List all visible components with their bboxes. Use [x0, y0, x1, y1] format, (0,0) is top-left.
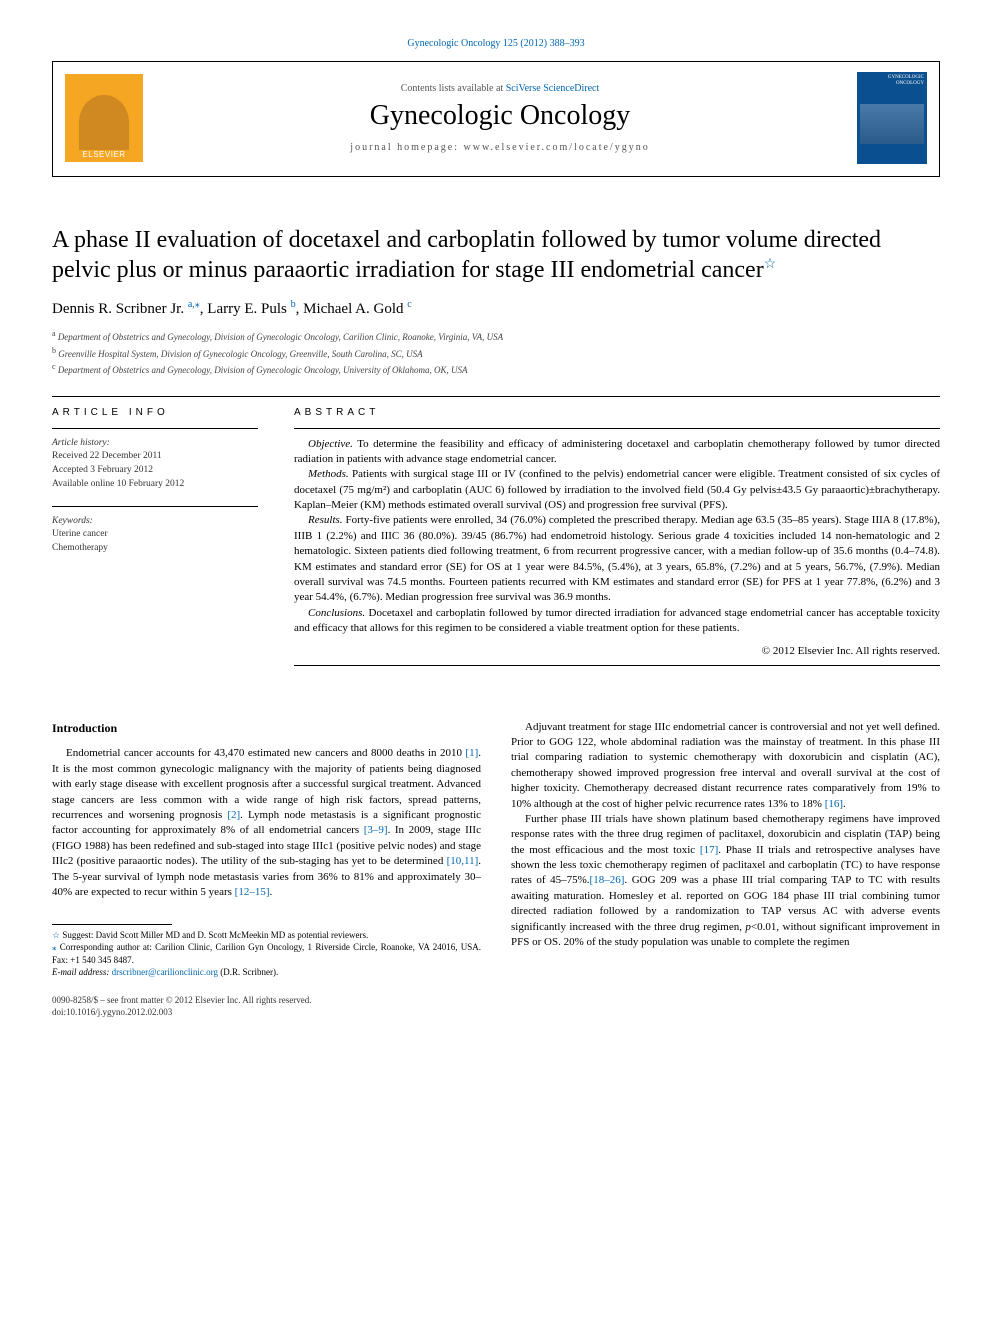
- ref-link-2[interactable]: [2]: [227, 809, 240, 821]
- abstract-bottom-divider: [294, 665, 940, 666]
- page-container: Gynecologic Oncology 125 (2012) 388–393 …: [0, 0, 992, 1048]
- right-para-1: Adjuvant treatment for stage IIIc endome…: [511, 720, 940, 812]
- journal-title: Gynecologic Oncology: [155, 100, 845, 132]
- journal-cover-thumbnail: GYNECOLOGIC ONCOLOGY: [857, 72, 927, 164]
- affiliation-b: b Greenville Hospital System, Division o…: [52, 345, 940, 362]
- info-divider: [52, 428, 258, 429]
- authors-line: Dennis R. Scribner Jr. a,⁎, Larry E. Pul…: [52, 299, 940, 318]
- footnote-corr: ⁎ Corresponding author at: Carilion Clin…: [52, 941, 481, 965]
- abstract-column: ABSTRACT Objective. To determine the fea…: [294, 407, 940, 674]
- keywords-label: Keywords:: [52, 515, 258, 529]
- keyword-2: Chemotherapy: [52, 542, 258, 556]
- abstract-methods: Methods. Patients with surgical stage II…: [294, 467, 940, 513]
- history-online: Available online 10 February 2012: [52, 478, 258, 492]
- homepage-prefix: journal homepage:: [350, 142, 463, 153]
- contents-prefix: Contents lists available at: [401, 83, 506, 94]
- journal-header-box: ELSEVIER Contents lists available at Sci…: [52, 61, 940, 177]
- left-column: Introduction Endometrial cancer accounts…: [52, 720, 481, 1019]
- history-label: Article history:: [52, 437, 258, 451]
- article-title: A phase II evaluation of docetaxel and c…: [52, 225, 940, 285]
- body-columns: Introduction Endometrial cancer accounts…: [52, 720, 940, 1019]
- abstract-heading: ABSTRACT: [294, 407, 940, 418]
- history-received: Received 22 December 2011: [52, 450, 258, 464]
- author-3-sup[interactable]: c: [407, 299, 411, 310]
- cover-image-icon: [860, 104, 924, 144]
- homepage-url: www.elsevier.com/locate/ygyno: [464, 142, 650, 153]
- abstract-body: Objective. To determine the feasibility …: [294, 437, 940, 637]
- keyword-1: Uterine cancer: [52, 528, 258, 542]
- info-divider: [52, 506, 258, 507]
- doi-line: doi:10.1016/j.ygyno.2012.02.003: [52, 1006, 481, 1018]
- ref-link-3-9[interactable]: [3–9]: [364, 824, 388, 836]
- footnotes-divider: [52, 924, 172, 925]
- contents-line: Contents lists available at SciVerse Sci…: [155, 83, 845, 94]
- intro-para-1: Endometrial cancer accounts for 43,470 e…: [52, 746, 481, 900]
- elsevier-tree-icon: [79, 95, 129, 150]
- title-footnote-star[interactable]: ☆: [764, 257, 777, 272]
- author-3: Michael A. Gold: [303, 301, 403, 317]
- front-matter-line: 0090-8258/$ – see front matter © 2012 El…: [52, 994, 481, 1006]
- abstract-objective: Objective. To determine the feasibility …: [294, 437, 940, 468]
- cover-top-text: GYNECOLOGIC ONCOLOGY: [860, 75, 924, 86]
- article-history-block: Article history: Received 22 December 20…: [52, 437, 258, 492]
- author-2: Larry E. Puls: [207, 301, 287, 317]
- keywords-block: Keywords: Uterine cancer Chemotherapy: [52, 515, 258, 556]
- author-2-sup[interactable]: b: [291, 299, 296, 310]
- doi-block: 0090-8258/$ – see front matter © 2012 El…: [52, 994, 481, 1018]
- ref-link-18-26[interactable]: [18–26]: [590, 874, 625, 886]
- ref-link-1[interactable]: [1]: [465, 747, 478, 759]
- elsevier-logo: ELSEVIER: [65, 74, 143, 162]
- abstract-results: Results. Forty-five patients were enroll…: [294, 513, 940, 605]
- author-1-sup[interactable]: a,⁎: [188, 299, 200, 310]
- abstract-conclusions: Conclusions. Docetaxel and carboplatin f…: [294, 606, 940, 637]
- journal-ref-link[interactable]: Gynecologic Oncology 125 (2012) 388–393: [407, 38, 584, 49]
- affiliation-c: c Department of Obstetrics and Gynecolog…: [52, 361, 940, 378]
- affiliations: a Department of Obstetrics and Gynecolog…: [52, 328, 940, 378]
- article-title-text: A phase II evaluation of docetaxel and c…: [52, 227, 881, 283]
- sciencedirect-link[interactable]: SciVerse ScienceDirect: [506, 83, 600, 94]
- header-center: Contents lists available at SciVerse Sci…: [155, 83, 845, 153]
- article-info-column: ARTICLE INFO Article history: Received 2…: [52, 407, 258, 674]
- right-para-2: Further phase III trials have shown plat…: [511, 812, 940, 951]
- history-accepted: Accepted 3 February 2012: [52, 464, 258, 478]
- article-info-heading: ARTICLE INFO: [52, 407, 258, 418]
- homepage-line: journal homepage: www.elsevier.com/locat…: [155, 142, 845, 153]
- ref-link-10-11[interactable]: [10,11]: [447, 855, 479, 867]
- right-column: Adjuvant treatment for stage IIIc endome…: [511, 720, 940, 1019]
- footnote-email: E-mail address: drscribner@carilionclini…: [52, 966, 481, 978]
- journal-reference: Gynecologic Oncology 125 (2012) 388–393: [52, 38, 940, 49]
- info-abstract-row: ARTICLE INFO Article history: Received 2…: [52, 407, 940, 674]
- footnote-star: ☆ Suggest: David Scott Miller MD and D. …: [52, 929, 481, 941]
- ref-link-12-15[interactable]: [12–15]: [235, 886, 270, 898]
- abstract-divider: [294, 428, 940, 429]
- ref-link-16[interactable]: [16]: [825, 798, 843, 810]
- section-divider: [52, 396, 940, 397]
- introduction-heading: Introduction: [52, 720, 481, 737]
- email-link[interactable]: drscribner@carilionclinic.org: [112, 967, 218, 977]
- footnotes: ☆ Suggest: David Scott Miller MD and D. …: [52, 929, 481, 978]
- affiliation-a: a Department of Obstetrics and Gynecolog…: [52, 328, 940, 345]
- elsevier-logo-text: ELSEVIER: [82, 150, 125, 159]
- abstract-copyright: © 2012 Elsevier Inc. All rights reserved…: [294, 645, 940, 657]
- ref-link-17[interactable]: [17]: [700, 844, 718, 856]
- author-1: Dennis R. Scribner Jr.: [52, 301, 184, 317]
